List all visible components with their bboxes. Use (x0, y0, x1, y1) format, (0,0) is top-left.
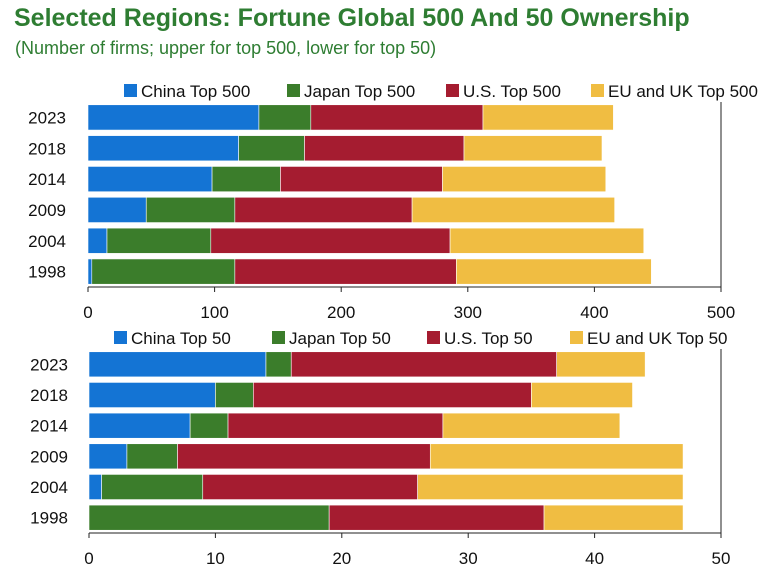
bar-1-0-1 (265, 351, 292, 378)
category-label-1-5: 1998 (30, 509, 68, 528)
category-label-0-0: 2023 (28, 108, 66, 127)
x-tick-label-0-0: 0 (83, 303, 92, 322)
bar-1-2-3 (442, 412, 621, 439)
x-tick-label-1-5: 50 (712, 549, 731, 568)
legend-swatch-1-2 (427, 331, 440, 344)
legend-label-0-2: U.S. Top 500 (463, 82, 561, 101)
category-label-0-5: 1998 (28, 263, 66, 282)
bar-0-3-3 (411, 196, 615, 223)
bar-0-0-0 (87, 104, 260, 131)
legend-label-1-2: U.S. Top 50 (444, 329, 533, 348)
bar-0-2-2 (280, 166, 443, 193)
chart-subtitle: (Number of firms; upper for top 500, low… (15, 38, 437, 58)
legend-swatch-1-1 (272, 331, 285, 344)
legend-swatch-0-0 (124, 84, 137, 97)
x-tick-label-1-1: 10 (206, 549, 225, 568)
x-tick-label-0-3: 300 (454, 303, 482, 322)
bar-0-3-1 (145, 196, 236, 223)
bar-0-5-0 (87, 258, 93, 285)
legend-swatch-0-2 (446, 84, 459, 97)
x-tick-label-1-2: 20 (332, 549, 351, 568)
bar-0-2-3 (442, 166, 607, 193)
bar-1-4-3 (417, 474, 684, 500)
bar-0-1-1 (238, 135, 305, 162)
bar-1-4-0 (88, 474, 102, 500)
bar-0-4-0 (87, 227, 108, 254)
category-label-1-1: 2018 (30, 386, 68, 405)
bar-1-3-0 (88, 443, 128, 470)
legend-label-0-1: Japan Top 500 (304, 82, 415, 101)
x-tick-label-0-1: 100 (200, 303, 228, 322)
bar-0-0-2 (310, 104, 484, 131)
x-tick-label-0-4: 400 (580, 303, 608, 322)
bar-0-3-0 (87, 196, 147, 223)
bar-1-3-3 (429, 443, 684, 470)
bar-1-1-0 (88, 382, 216, 408)
bar-1-1-3 (531, 382, 633, 408)
bar-1-4-1 (101, 474, 204, 500)
bar-0-1-0 (87, 135, 239, 162)
category-label-1-0: 2023 (30, 355, 68, 374)
chart-title: Selected Regions: Fortune Global 500 And… (14, 4, 690, 32)
x-tick-label-0-2: 200 (327, 303, 355, 322)
bar-1-0-0 (88, 351, 267, 378)
bar-1-2-1 (189, 412, 229, 439)
bar-1-3-2 (177, 443, 431, 470)
bar-1-2-0 (88, 412, 191, 439)
bar-0-5-3 (456, 258, 652, 285)
legend-swatch-0-1 (287, 84, 300, 97)
bar-1-5-3 (543, 504, 684, 531)
x-tick-label-1-3: 30 (459, 549, 478, 568)
legend-swatch-1-0 (114, 331, 127, 344)
x-tick-label-0-5: 500 (707, 303, 735, 322)
legend-label-1-1: Japan Top 50 (289, 329, 391, 348)
bar-0-0-1 (258, 104, 312, 131)
legend-swatch-1-3 (570, 331, 583, 344)
legend-label-1-0: China Top 50 (131, 329, 231, 348)
bar-1-0-3 (556, 351, 646, 378)
category-label-1-4: 2004 (30, 478, 68, 497)
category-label-1-2: 2014 (30, 417, 68, 436)
bar-0-1-3 (463, 135, 603, 162)
category-label-1-3: 2009 (30, 447, 68, 466)
bar-1-2-2 (227, 412, 444, 439)
category-label-0-4: 2004 (28, 232, 66, 251)
bar-0-4-2 (210, 227, 451, 254)
bar-0-2-1 (211, 166, 281, 193)
legend-swatch-0-3 (591, 84, 604, 97)
bar-1-3-1 (126, 443, 178, 470)
bar-1-4-2 (202, 474, 418, 500)
legend-label-0-3: EU and UK Top 500 (608, 82, 758, 101)
bar-1-5-2 (328, 504, 545, 531)
bar-1-1-1 (215, 382, 254, 408)
bar-0-2-0 (87, 166, 213, 193)
category-label-0-1: 2018 (28, 139, 66, 158)
bar-0-5-1 (91, 258, 236, 285)
bar-0-5-2 (234, 258, 457, 285)
bar-0-0-3 (482, 104, 614, 131)
bar-0-1-2 (304, 135, 465, 162)
bar-1-0-2 (290, 351, 557, 378)
x-tick-label-1-4: 40 (585, 549, 604, 568)
bar-1-1-2 (253, 382, 532, 408)
x-tick-label-1-0: 0 (84, 549, 93, 568)
legend-label-1-3: EU and UK Top 50 (587, 329, 728, 348)
category-label-0-2: 2014 (28, 170, 66, 189)
bar-1-5-1 (88, 504, 330, 531)
legend-label-0-0: China Top 500 (141, 82, 250, 101)
bar-0-4-1 (106, 227, 212, 254)
category-label-0-3: 2009 (28, 201, 66, 220)
bar-0-4-3 (449, 227, 645, 254)
bar-0-3-2 (234, 196, 413, 223)
